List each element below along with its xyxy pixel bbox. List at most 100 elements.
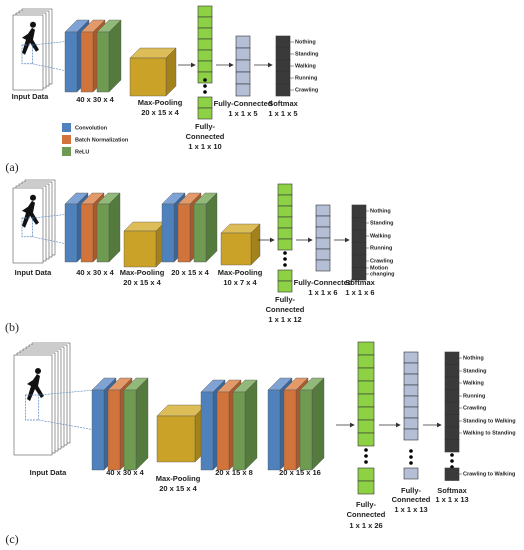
softmax-cell [444, 439, 460, 453]
conv-layer [267, 389, 281, 471]
label: Fully- [356, 500, 377, 509]
label: Fully-Connected [214, 99, 273, 108]
fc-cell [357, 419, 375, 434]
softmax-cell [351, 229, 367, 243]
fc-cell [315, 248, 331, 261]
relu-layer [96, 31, 110, 93]
bn-layer [80, 203, 94, 263]
fc-cell [357, 467, 375, 482]
label: Standing to Walking [463, 418, 516, 424]
dash [38, 419, 96, 431]
conv-layer [161, 203, 175, 263]
silhouette [30, 21, 36, 28]
fc-cell [277, 216, 293, 229]
label: changing [370, 271, 394, 277]
fc-cell [315, 204, 331, 217]
fc-cell [403, 406, 419, 419]
label: Standing [463, 368, 487, 374]
legend-swatch [62, 147, 71, 156]
ellipsis [450, 459, 454, 463]
label: Running [463, 393, 485, 399]
ellipsis [450, 453, 454, 457]
ellipsis [203, 78, 207, 82]
fc-cell [403, 351, 419, 364]
fc-cell [403, 384, 419, 397]
ellipsis [283, 257, 287, 261]
fc-cell [357, 367, 375, 382]
softmax-cell [275, 35, 291, 49]
relu-layer [135, 377, 149, 471]
label: 1 x 1 x 6 [308, 288, 337, 297]
relu-layer [232, 391, 246, 471]
label: 1 x 1 x 13 [435, 495, 468, 504]
softmax-cell [444, 364, 460, 378]
fc-cell [403, 362, 419, 375]
label: 20 x 15 x 16 [279, 468, 321, 477]
fc-cell [277, 238, 293, 251]
relu-layer [123, 389, 137, 471]
ellipsis [409, 449, 413, 453]
silhouette [35, 368, 41, 374]
bn-layer [283, 389, 297, 471]
relu-layer [311, 377, 325, 471]
fc-cell [357, 480, 375, 495]
label: Walking [295, 63, 316, 69]
label: Crawling [370, 258, 393, 264]
fc-cell [403, 417, 419, 430]
softmax-cell [275, 71, 291, 85]
softmax-cell [444, 351, 460, 365]
label: Running [370, 245, 392, 251]
label: (b) [5, 320, 19, 334]
softmax-cell [351, 254, 367, 268]
softmax-cell [351, 217, 367, 231]
label: 1 x 1 x 26 [349, 521, 382, 530]
fc-cell [197, 71, 213, 84]
label: Max-Pooling [156, 474, 201, 483]
fc-cell [357, 380, 375, 395]
bn-layer [177, 203, 191, 263]
focus-box [25, 394, 40, 421]
label: Crawling [463, 405, 486, 411]
softmax-cell [444, 467, 460, 481]
label: Input Data [12, 92, 49, 101]
fc-cell [197, 49, 213, 62]
softmax-cell [275, 47, 291, 61]
label: Softmax [437, 486, 467, 495]
input-frame [12, 187, 44, 264]
fc-cell [277, 205, 293, 218]
fc-cell [315, 237, 331, 250]
label: 1 x 1 x 6 [345, 288, 374, 297]
fc-cell [357, 393, 375, 408]
label: 20 x 15 x 4 [141, 108, 179, 117]
label: Nothing [463, 355, 484, 361]
label: Standing [370, 220, 394, 226]
relu-layer [244, 379, 258, 471]
fc-cell [197, 38, 213, 51]
fc-cell [235, 83, 251, 97]
label: Connected [347, 510, 386, 519]
label: Walking to Standing [463, 430, 516, 436]
label: Motion [370, 265, 389, 271]
softmax-cell [444, 376, 460, 390]
softmax-cell [351, 242, 367, 256]
silhouette [22, 200, 39, 228]
relu-layer [108, 19, 122, 93]
label: 20 x 15 x 4 [123, 278, 161, 287]
pool-layer [123, 230, 157, 268]
softmax-cell [275, 83, 291, 97]
label: Input Data [30, 468, 67, 477]
fc-cell [403, 428, 419, 441]
label: 20 x 15 x 4 [171, 268, 209, 277]
label: Convolution [75, 125, 108, 131]
conv-layer [91, 389, 105, 471]
relu-layer [108, 192, 121, 263]
label: Max-Pooling [138, 98, 183, 107]
silhouette [22, 27, 39, 55]
label: Nothing [370, 208, 391, 214]
label: 40 x 30 x 4 [106, 468, 144, 477]
ellipsis [203, 84, 207, 88]
label: Running [295, 75, 317, 81]
silhouette [27, 374, 44, 401]
silhouette [30, 194, 36, 201]
